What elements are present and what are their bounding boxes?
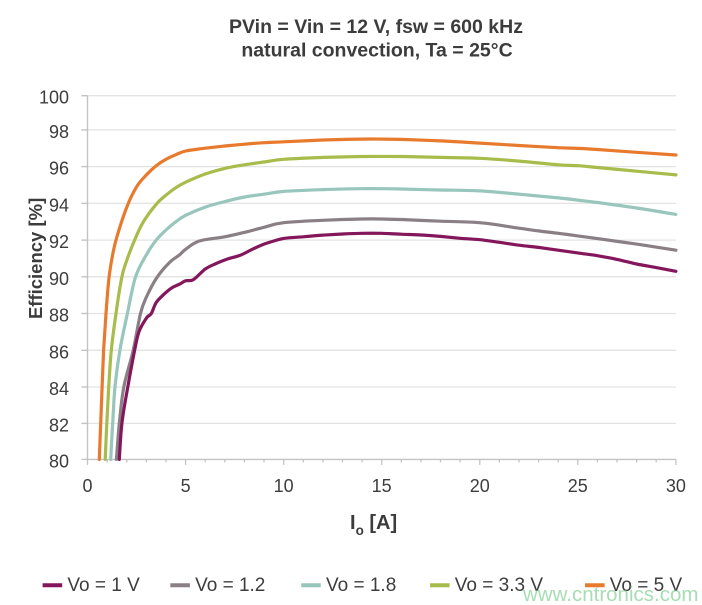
svg-text:Vo = 3.3 V: Vo = 3.3 V bbox=[455, 575, 544, 596]
svg-text:25: 25 bbox=[568, 476, 588, 496]
svg-text:94: 94 bbox=[49, 195, 69, 215]
svg-text:10: 10 bbox=[274, 476, 294, 496]
svg-text:90: 90 bbox=[49, 269, 69, 289]
svg-text:84: 84 bbox=[49, 379, 69, 399]
svg-text:96: 96 bbox=[49, 159, 69, 179]
svg-text:0: 0 bbox=[82, 476, 92, 496]
svg-text:natural convection, Ta = 25°C: natural convection, Ta = 25°C bbox=[241, 40, 512, 62]
svg-text:Io [A]: Io [A] bbox=[350, 512, 397, 538]
svg-text:30: 30 bbox=[666, 476, 686, 496]
svg-text:Efficiency [%]: Efficiency [%] bbox=[25, 198, 46, 319]
svg-text:5: 5 bbox=[181, 476, 191, 496]
svg-text:88: 88 bbox=[49, 306, 69, 326]
svg-text:20: 20 bbox=[470, 476, 490, 496]
svg-text:92: 92 bbox=[49, 232, 69, 252]
svg-text:Vo = 1.2: Vo = 1.2 bbox=[195, 575, 265, 596]
svg-text:100: 100 bbox=[39, 88, 69, 108]
svg-text:80: 80 bbox=[49, 451, 69, 471]
svg-text:Vo = 1 V: Vo = 1 V bbox=[67, 575, 140, 596]
svg-text:PVin = Vin = 12 V, fsw = 600 k: PVin = Vin = 12 V, fsw = 600 kHz bbox=[229, 16, 523, 38]
svg-text:15: 15 bbox=[372, 476, 392, 496]
svg-text:86: 86 bbox=[49, 342, 69, 362]
svg-text:98: 98 bbox=[49, 122, 69, 142]
svg-text:www.cntronics.com: www.cntronics.com bbox=[522, 583, 698, 605]
svg-text:Vo = 5 V: Vo = 5 V bbox=[610, 575, 683, 596]
svg-text:82: 82 bbox=[49, 415, 69, 435]
svg-text:Vo = 1.8: Vo = 1.8 bbox=[326, 575, 396, 596]
